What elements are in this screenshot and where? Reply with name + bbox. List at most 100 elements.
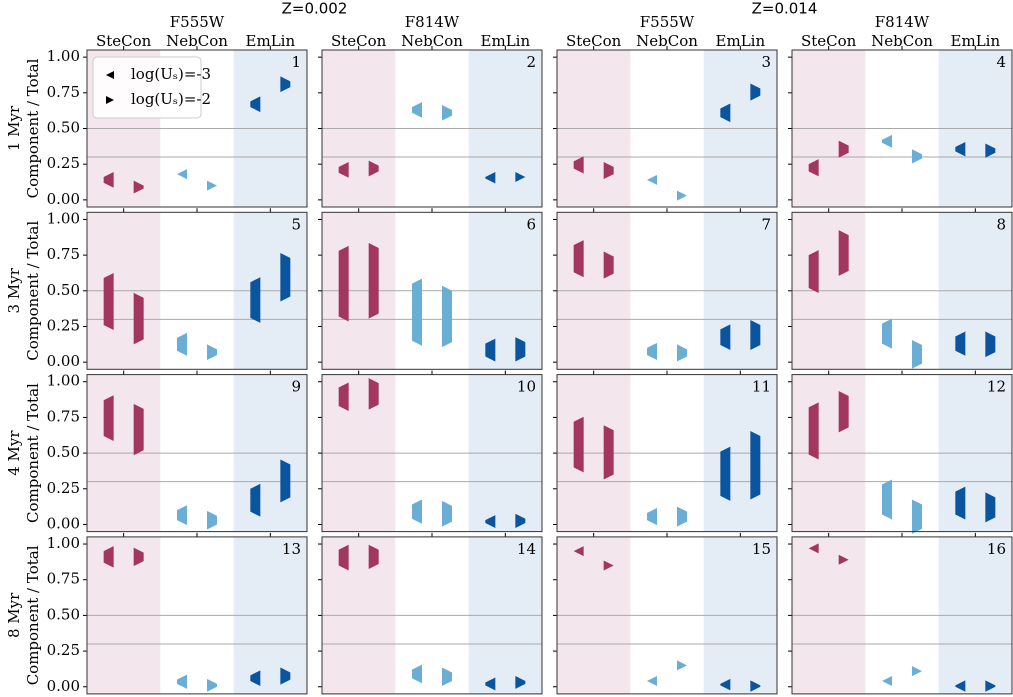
panel-frame <box>791 49 1013 208</box>
range-marker <box>985 143 996 158</box>
panel-number: 1 <box>291 53 301 71</box>
range-marker <box>103 395 114 441</box>
legend-label: log(Uₛ)=-2 <box>131 90 211 108</box>
legend-marker <box>106 71 114 79</box>
range-marker <box>647 174 657 185</box>
range-marker <box>808 250 819 293</box>
panel-number: 8 <box>996 215 1006 233</box>
y-tick-label: 0.25 <box>47 479 80 497</box>
y-axis-label: Component / Total <box>24 545 42 685</box>
y-tick-label: 0.50 <box>47 443 80 461</box>
range-marker <box>955 486 966 520</box>
range-marker <box>442 500 452 527</box>
range-marker <box>485 515 496 529</box>
component-label: NebCon <box>401 32 463 50</box>
age-label: 1 Myr <box>5 105 23 151</box>
y-tick-label: 0.50 <box>47 281 80 299</box>
range-marker <box>177 332 187 356</box>
y-tick-label: 0.00 <box>47 677 80 695</box>
y-tick-label: 0.75 <box>47 407 80 425</box>
range-marker <box>882 479 892 520</box>
range-marker <box>485 338 496 362</box>
range-marker <box>515 337 526 362</box>
y-tick-label: 0.00 <box>47 514 80 532</box>
range-marker <box>808 159 819 177</box>
range-marker <box>720 324 731 351</box>
range-marker <box>838 140 849 158</box>
component-label: NebCon <box>871 32 933 50</box>
range-marker <box>368 544 379 570</box>
range-marker <box>955 680 966 692</box>
metallicity-label: Z=0.002 <box>282 0 348 18</box>
legend-label: log(Uₛ)=-3 <box>131 65 211 83</box>
range-marker <box>573 416 584 473</box>
range-marker <box>250 96 261 113</box>
range-marker <box>955 142 966 157</box>
panel-frame <box>556 536 778 695</box>
range-marker <box>882 318 892 349</box>
range-marker <box>442 104 452 121</box>
range-marker <box>412 278 422 346</box>
range-marker <box>677 660 687 671</box>
range-marker <box>955 331 966 356</box>
range-marker <box>838 230 849 276</box>
y-axis-label: Component / Total <box>24 383 42 523</box>
y-axis-label: Component / Total <box>24 221 42 361</box>
panel-frame <box>556 374 778 533</box>
panel-frame <box>321 536 543 695</box>
panel-number: 9 <box>291 378 301 396</box>
component-label: EmLin <box>481 32 531 50</box>
panel-frame <box>321 374 543 533</box>
metallicity-label: Z=0.014 <box>752 0 818 18</box>
range-marker <box>720 678 731 691</box>
component-label: SteCon <box>331 32 387 50</box>
panel-number: 12 <box>987 378 1006 396</box>
y-tick-label: 0.50 <box>47 605 80 623</box>
component-label: SteCon <box>96 32 152 50</box>
filter-label: F555W <box>640 13 695 31</box>
range-marker <box>207 180 217 191</box>
range-marker <box>912 499 922 534</box>
panel-number: 5 <box>291 215 301 233</box>
range-marker <box>280 76 291 93</box>
range-marker <box>442 285 452 348</box>
y-tick-label: 0.50 <box>47 119 80 137</box>
y-tick-label: 0.25 <box>47 154 80 172</box>
y-tick-label: 0.25 <box>47 316 80 334</box>
range-marker <box>133 403 144 456</box>
range-marker <box>750 680 761 692</box>
legend-marker <box>106 96 114 104</box>
age-label: 8 Myr <box>5 592 23 638</box>
range-marker <box>573 156 584 174</box>
range-marker <box>912 666 922 677</box>
filter-label: F555W <box>170 13 225 31</box>
filter-label: F814W <box>405 13 460 31</box>
range-marker <box>368 160 379 177</box>
panel-frame <box>86 536 308 695</box>
range-marker <box>412 499 422 524</box>
panel-number: 2 <box>526 53 536 71</box>
range-marker <box>280 459 291 503</box>
panel-number: 4 <box>996 53 1006 71</box>
range-marker <box>750 430 761 500</box>
range-marker <box>177 169 187 180</box>
range-marker <box>133 547 144 567</box>
range-marker <box>647 342 657 361</box>
component-label: SteCon <box>801 32 857 50</box>
range-marker <box>882 676 892 687</box>
range-marker <box>515 172 526 183</box>
range-marker <box>838 391 849 433</box>
range-marker <box>720 103 731 123</box>
component-label: EmLin <box>716 32 766 50</box>
age-label: 4 Myr <box>5 430 23 476</box>
range-marker <box>133 292 144 345</box>
panel-frame <box>86 49 308 208</box>
range-marker <box>338 245 349 322</box>
panel-number: 6 <box>526 215 536 233</box>
range-marker <box>677 190 687 201</box>
range-marker <box>985 492 996 523</box>
range-marker <box>338 544 349 571</box>
panel-frame <box>791 211 1013 370</box>
